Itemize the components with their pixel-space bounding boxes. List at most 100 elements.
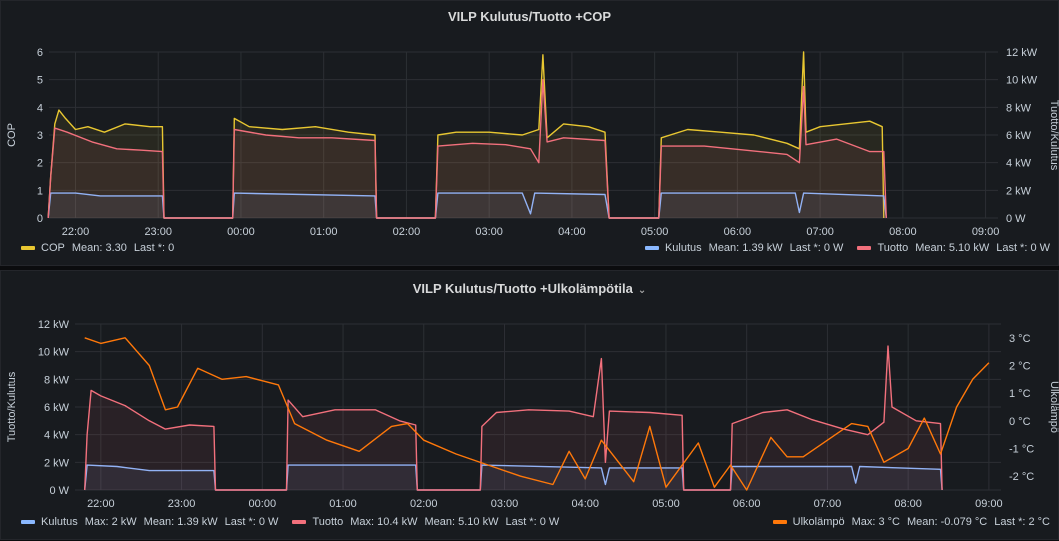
panel-cop: VILP Kulutus/Tuotto +COP 0 1 2 3 4 5 6 0 W 2 kW 4…: [0, 0, 1059, 266]
legend2-tuotto-last: Last *: 0 W: [505, 516, 560, 528]
y-tick-label: 2: [37, 158, 43, 170]
legend-kulutus-name[interactable]: Kulutus: [664, 242, 702, 254]
legend-cop-mean: Mean: 3.30: [71, 242, 127, 254]
chevron-down-icon[interactable]: ⌄: [637, 285, 647, 296]
y-tick-label: 4: [37, 102, 43, 114]
x-tick-label: 05:00: [641, 226, 669, 238]
x-tick-label: 05:00: [652, 498, 680, 510]
y-tick-label: 6 kW: [44, 402, 70, 414]
x-tick-label: 00:00: [227, 226, 255, 238]
cop-swatch: [21, 246, 35, 250]
legend2-tuotto-name[interactable]: Tuotto: [312, 516, 344, 528]
x-tick-label: 07:00: [806, 226, 834, 238]
legend-left-2: Kulutus Max: 2 kW Mean: 1.39 kW Last *: …: [21, 516, 566, 528]
y2-axis-label: Ulkolämpö: [1048, 381, 1059, 433]
x-tick-label: 01:00: [310, 226, 338, 238]
x-tick-label: 23:00: [168, 498, 196, 510]
legend2-tuotto-max: Max: 10.4 kW: [350, 516, 418, 528]
legend2-kulutus-last: Last *: 0 W: [224, 516, 279, 528]
y2-tick-label: 4 kW: [1006, 158, 1032, 170]
y-axis-label: COP: [6, 123, 18, 147]
x-tick-label: 07:00: [814, 498, 842, 510]
y-tick-label: 8 kW: [44, 374, 70, 386]
legend-tuotto-mean: Mean: 5.10 kW: [915, 242, 990, 254]
series-line-tuotto: [47, 79, 887, 219]
series-area-tuotto: [48, 79, 887, 218]
y2-tick-label: 0 °C: [1009, 416, 1031, 428]
series-area-tuotto: [84, 346, 943, 490]
legend2-ulko-max: Max: 3 °C: [851, 516, 901, 528]
ulko-chart: 0 W 2 kW 4 kW 6 kW 8 kW 10 kW 12 kW -2 °C -1 °C 0…: [6, 319, 1059, 510]
series-line-ulkolämpö: [84, 337, 990, 491]
legend-cop[interactable]: COP Mean: 3.30 Last *: 0: [21, 242, 181, 254]
x-tick-label: 06:00: [733, 498, 761, 510]
x-tick-label: 03:00: [491, 498, 519, 510]
legend-cop-name: COP: [41, 242, 65, 254]
y2-tick-label: 12 kW: [1006, 47, 1038, 59]
y-tick-label: 3: [37, 130, 43, 142]
series-line-kulutus: [84, 464, 943, 491]
panel-title-2[interactable]: VILP Kulutus/Tuotto +Ulkolämpötila ⌄: [1, 281, 1058, 296]
panel-title-2-text: VILP Kulutus/Tuotto +Ulkolämpötila: [412, 281, 633, 296]
y-tick-label: 5: [37, 75, 43, 87]
y-tick-label: 6: [37, 47, 43, 59]
x-tick-label: 22:00: [87, 498, 115, 510]
y2-tick-label: 8 kW: [1006, 102, 1032, 114]
series-area-cop: [48, 52, 884, 218]
legend-kulutus-mean: Mean: 1.39 kW: [708, 242, 783, 254]
cop-chart: 0 1 2 3 4 5 6 0 W 2 kW 4 kW 6 kW 8 kW 10 kW 12 kW 22:0…: [6, 47, 1059, 238]
ulko-swatch: [772, 520, 787, 524]
x-tick-label: 08:00: [889, 226, 917, 238]
x-tick-label: 04:00: [558, 226, 586, 238]
legend-kulutus-last: Last *: 0 W: [789, 242, 844, 254]
x-tick-label: 23:00: [144, 226, 172, 238]
legend-right: Kulutus Mean: 1.39 kW Last *: 0 W Tuotto…: [644, 242, 1050, 254]
series-area-kulutus: [48, 193, 887, 218]
x-tick-label: 04:00: [571, 498, 599, 510]
y2-tick-label: 6 kW: [1006, 130, 1032, 142]
y2-tick-label: 10 kW: [1006, 75, 1038, 87]
tuotto-swatch: [292, 520, 307, 524]
y-tick-label: 12 kW: [38, 319, 70, 331]
y-tick-label: 0 W: [49, 485, 69, 497]
legend-cop-last: Last *: 0: [133, 242, 175, 254]
y2-tick-label: 0 W: [1006, 213, 1026, 225]
y-tick-label: 10 kW: [38, 347, 70, 359]
y-axis-label: Tuotto/Kulutus: [6, 371, 18, 442]
y2-tick-label: 1 °C: [1009, 388, 1031, 400]
y2-tick-label: 2 kW: [1006, 185, 1032, 197]
legend2-kulutus-name[interactable]: Kulutus: [41, 516, 78, 528]
legend2-ulko-mean: Mean: -0.079 °C: [907, 516, 988, 528]
panel-title[interactable]: VILP Kulutus/Tuotto +COP: [447, 9, 612, 24]
legend2-kulutus-max: Max: 2 kW: [84, 516, 137, 528]
y-tick-label: 1: [37, 185, 43, 197]
legend2-ulko-last: Last *: 2 °C: [994, 516, 1050, 528]
legend2-ulko-name[interactable]: Ulkolämpö: [792, 516, 845, 528]
x-tick-label: 03:00: [475, 226, 503, 238]
y2-tick-label: 3 °C: [1009, 333, 1031, 345]
panel-ulko: VILP Kulutus/Tuotto +Ulkolämpötila ⌄ 0 W 2…: [0, 270, 1059, 540]
y2-tick-label: -2 °C: [1009, 471, 1034, 483]
legend2-kulutus-mean: Mean: 1.39 kW: [143, 516, 218, 528]
series-area-kulutus: [84, 465, 943, 490]
x-tick-label: 08:00: [894, 498, 922, 510]
series-line-cop: [47, 51, 885, 219]
y-tick-label: 0: [37, 213, 43, 225]
x-tick-label: 06:00: [724, 226, 752, 238]
tuotto-swatch: [857, 246, 872, 250]
legend-right-2: Ulkolämpö Max: 3 °C Mean: -0.079 °C Last…: [772, 516, 1050, 528]
y-tick-label: 2 kW: [44, 457, 70, 469]
x-tick-label: 02:00: [410, 498, 438, 510]
x-tick-label: 01:00: [329, 498, 357, 510]
kulutus-swatch: [644, 246, 659, 250]
x-tick-label: 02:00: [393, 226, 421, 238]
legend-tuotto-name[interactable]: Tuotto: [877, 242, 909, 254]
y2-tick-label: -1 °C: [1009, 444, 1034, 456]
legend-tuotto-last: Last *: 0 W: [996, 242, 1050, 254]
x-tick-label: 09:00: [972, 226, 1000, 238]
x-tick-label: 00:00: [249, 498, 277, 510]
y2-axis-label: Tuotto/Kulutus: [1048, 100, 1059, 171]
x-tick-label: 22:00: [62, 226, 90, 238]
series-line-kulutus: [47, 192, 887, 219]
legend2-tuotto-mean: Mean: 5.10 kW: [424, 516, 499, 528]
